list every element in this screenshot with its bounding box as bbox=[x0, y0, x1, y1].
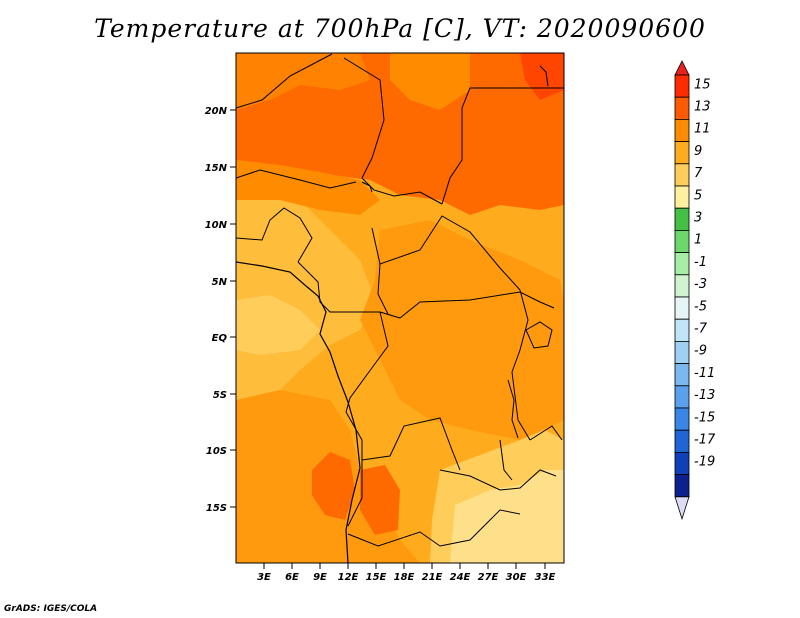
colorbar-label: -1 bbox=[694, 255, 707, 270]
colorbar-label: 7 bbox=[694, 166, 703, 181]
field-hot-blob-2 bbox=[360, 465, 400, 535]
y-label-15n: 15N bbox=[205, 163, 228, 174]
x-label-24e: 24E bbox=[450, 572, 471, 583]
colorbar-label: 5 bbox=[694, 188, 702, 203]
x-axis: 3E 6E 9E 12E 15E 18E 21E 24E 27E 30E 33E bbox=[257, 563, 556, 583]
colorbar-label: -7 bbox=[694, 322, 708, 337]
colorbar-label: 15 bbox=[694, 77, 711, 92]
coastline bbox=[236, 261, 361, 563]
colorbar-swatch bbox=[674, 363, 690, 387]
colorbar-label: -9 bbox=[694, 344, 707, 359]
colorbar-swatch bbox=[674, 119, 690, 143]
field-hot-blob-1 bbox=[312, 452, 355, 520]
field-northwest bbox=[236, 53, 370, 110]
colorbar-swatch bbox=[674, 407, 690, 431]
y-label-5n: 5N bbox=[212, 277, 228, 288]
colorbar-label: 1 bbox=[694, 233, 702, 248]
colorbar-label: -11 bbox=[694, 366, 715, 381]
colorbar-label: -17 bbox=[694, 433, 716, 448]
colorbar-swatch bbox=[674, 163, 690, 187]
colorbar-swatch bbox=[674, 229, 690, 253]
colorbar-swatch bbox=[674, 474, 690, 498]
y-label-5s: 5S bbox=[213, 390, 227, 401]
colorbar-swatch bbox=[674, 141, 690, 165]
colorbar-swatch bbox=[674, 451, 690, 475]
colorbar-swatch bbox=[674, 296, 690, 320]
y-label-eq: EQ bbox=[212, 333, 228, 344]
y-axis: 20N 15N 10N 5N EQ 5S 10S 15S bbox=[205, 106, 236, 514]
field-gulf-light bbox=[236, 295, 320, 355]
plot-frame bbox=[235, 52, 565, 564]
colorbar-label: 9 bbox=[694, 144, 702, 159]
colorbar-label: -15 bbox=[694, 410, 715, 425]
y-label-10s: 10S bbox=[206, 446, 227, 457]
field-north-hot bbox=[236, 53, 564, 215]
grads-credit: GrADS: IGES/COLA bbox=[4, 604, 98, 614]
x-label-27e: 27E bbox=[478, 572, 499, 583]
y-label-20n: 20N bbox=[205, 106, 228, 117]
x-label-9e: 9E bbox=[313, 572, 327, 583]
colorbar-swatch bbox=[674, 274, 690, 298]
colorbar-label: 13 bbox=[694, 100, 711, 115]
colorbar-swatch bbox=[674, 429, 690, 453]
x-label-18e: 18E bbox=[394, 572, 415, 583]
colorbar-swatch bbox=[674, 318, 690, 342]
colorbar-swatch bbox=[674, 340, 690, 364]
colorbar-swatch bbox=[674, 385, 690, 409]
colorbar-label: -5 bbox=[694, 299, 707, 314]
colorbar-label: -3 bbox=[694, 277, 707, 292]
colorbar-bottom-arrow bbox=[674, 496, 690, 521]
x-label-33e: 33E bbox=[535, 572, 556, 583]
x-label-3e: 3E bbox=[257, 572, 271, 583]
colorbar-label: 11 bbox=[694, 122, 711, 137]
colorbar-top-arrow bbox=[674, 60, 690, 76]
field-north-pocket bbox=[390, 53, 470, 110]
colorbar-swatch bbox=[674, 74, 690, 98]
country-borders bbox=[236, 53, 564, 547]
y-label-10n: 10N bbox=[205, 220, 228, 231]
colorbar-swatch bbox=[674, 96, 690, 120]
field-central bbox=[360, 220, 564, 440]
x-label-21e: 21E bbox=[422, 572, 443, 583]
colorbar-swatch bbox=[674, 252, 690, 276]
x-label-15e: 15E bbox=[366, 572, 387, 583]
colorbar-label: -13 bbox=[694, 388, 715, 403]
colorbar-swatch bbox=[674, 185, 690, 209]
y-label-15s: 15S bbox=[206, 503, 227, 514]
temperature-field bbox=[236, 53, 564, 563]
lakes bbox=[361, 181, 553, 481]
field-southeast-light bbox=[450, 470, 564, 563]
x-label-12e: 12E bbox=[338, 572, 359, 583]
x-label-6e: 6E bbox=[285, 572, 299, 583]
colorbar-label: 3 bbox=[694, 211, 702, 226]
field-transition bbox=[236, 160, 380, 215]
colorbar-swatch bbox=[674, 207, 690, 231]
colorbar-label: -19 bbox=[694, 455, 715, 470]
chart-title: Temperature at 700hPa [C], VT: 202009060… bbox=[94, 14, 706, 43]
colorbar: 15 13 11 9 7 5 3 1 -1 -3 -5 -7 -9 -11 -13 -15 -17 -19 bbox=[674, 60, 716, 521]
x-label-30e: 30E bbox=[506, 572, 527, 583]
